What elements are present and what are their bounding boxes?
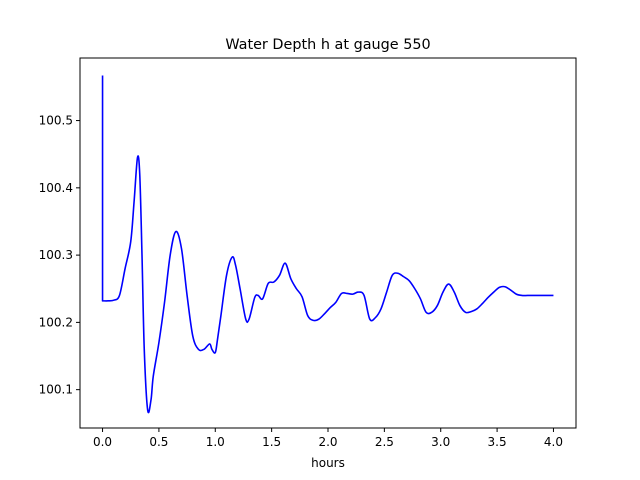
chart-title: Water Depth h at gauge 550	[225, 37, 430, 53]
y-tick-label: 100.3	[39, 248, 73, 262]
x-tick-label: 3.0	[431, 435, 450, 449]
y-tick-label: 100.1	[39, 383, 73, 397]
plot-layer	[101, 75, 554, 414]
x-tick-label: 0.5	[149, 435, 168, 449]
x-axis-label: hours	[311, 456, 345, 470]
y-tick-label: 100.5	[39, 114, 73, 128]
y-tick-label: 100.2	[39, 315, 73, 329]
x-tick-label: 2.0	[318, 435, 337, 449]
x-tick-label: 1.0	[206, 435, 225, 449]
x-tick-label: 0.0	[93, 435, 112, 449]
x-tick-label: 2.5	[375, 435, 394, 449]
y-axis: 100.1 100.2 100.3 100.4 100.5	[39, 114, 80, 397]
x-tick-label: 4.0	[544, 435, 563, 449]
x-tick-label: 3.5	[488, 435, 507, 449]
y-tick-label: 100.4	[39, 181, 73, 195]
x-tick-label: 1.5	[262, 435, 281, 449]
x-axis: 0.0 0.5 1.0 1.5 2.0 2.5 3.0 3.5 4.0	[93, 428, 563, 449]
series-line	[101, 75, 554, 414]
